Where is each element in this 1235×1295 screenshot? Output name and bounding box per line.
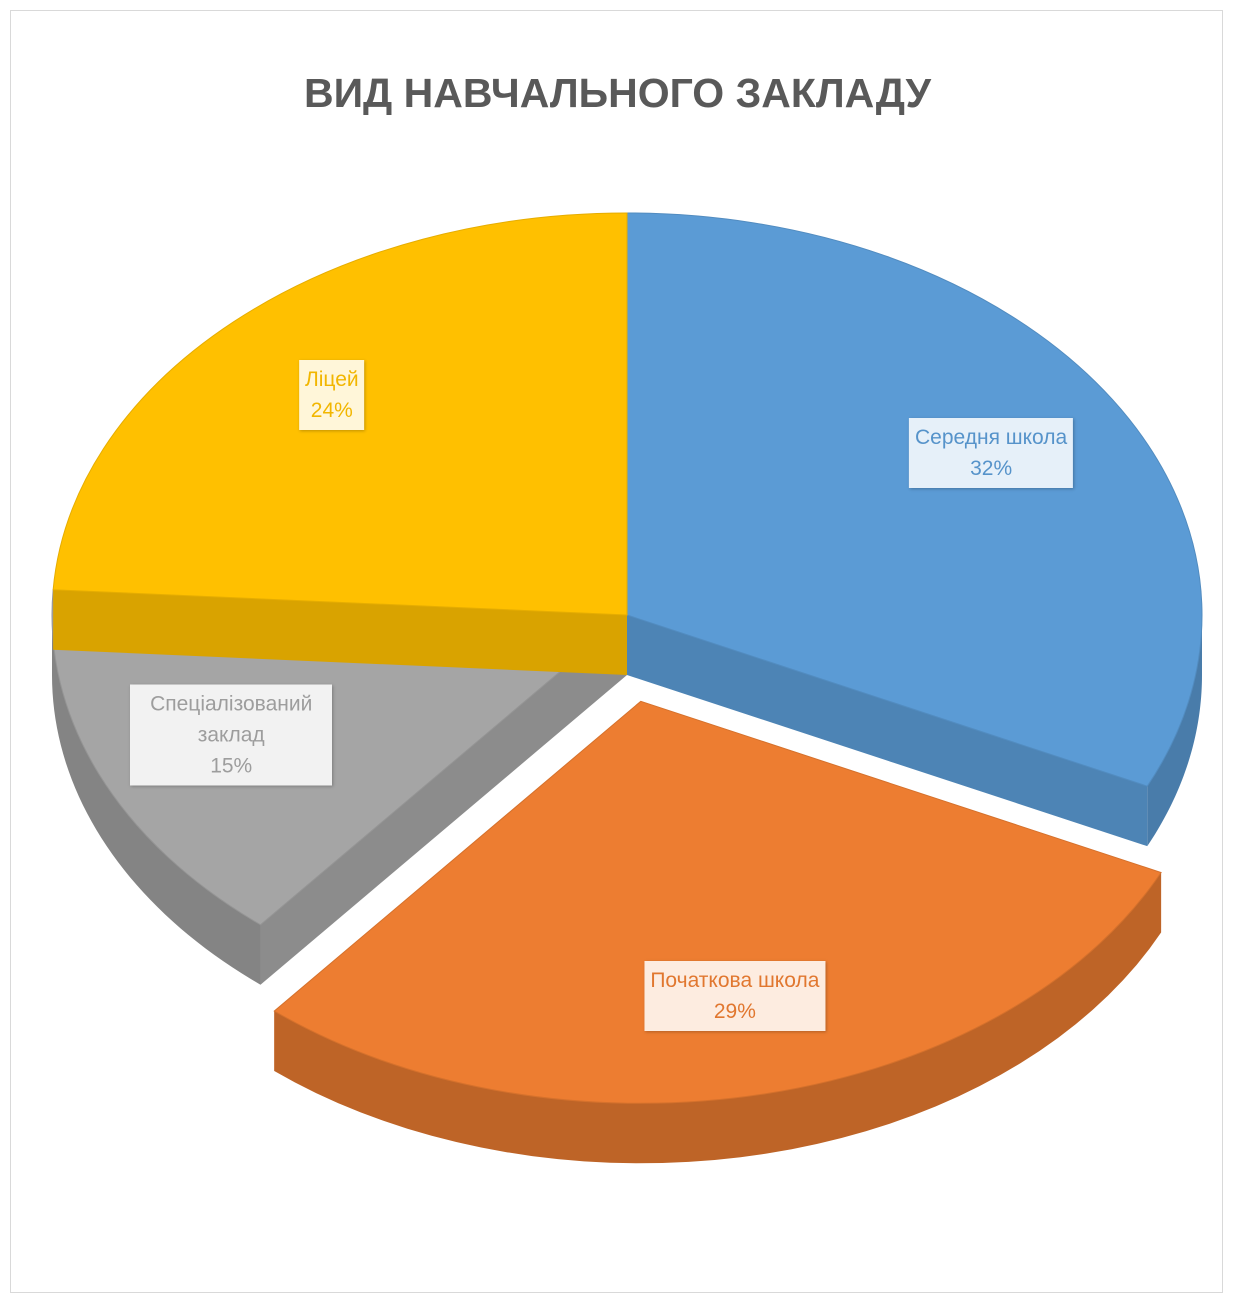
slice-wall [52, 615, 261, 985]
slice-side [53, 589, 627, 675]
label-value: 15% [210, 754, 253, 778]
label-category: Початкова школа [650, 968, 820, 992]
data-label: Ліцей 24% [298, 360, 365, 431]
label-category: Середня школа [914, 426, 1068, 450]
data-label: Середня школа 32% [908, 418, 1074, 489]
data-label: Початкова школа 29% [644, 960, 826, 1031]
data-label: Спеціалізований заклад 15% [130, 684, 333, 786]
slice-wall [1147, 615, 1202, 847]
slice [273, 700, 1162, 1104]
slice [626, 212, 1203, 787]
label-category: Ліцей [304, 368, 359, 392]
chart-frame [10, 10, 1223, 1293]
label-value: 29% [713, 999, 756, 1023]
label-category: Спеціалізований заклад [150, 692, 313, 747]
label-value: 24% [310, 399, 353, 423]
chart-title: ВИД НАВЧАЛЬНОГО ЗАКЛАДУ [303, 70, 931, 116]
slice-side [260, 615, 627, 985]
slice-side [627, 615, 1148, 847]
slice [51, 589, 629, 926]
label-value: 32% [970, 457, 1013, 481]
